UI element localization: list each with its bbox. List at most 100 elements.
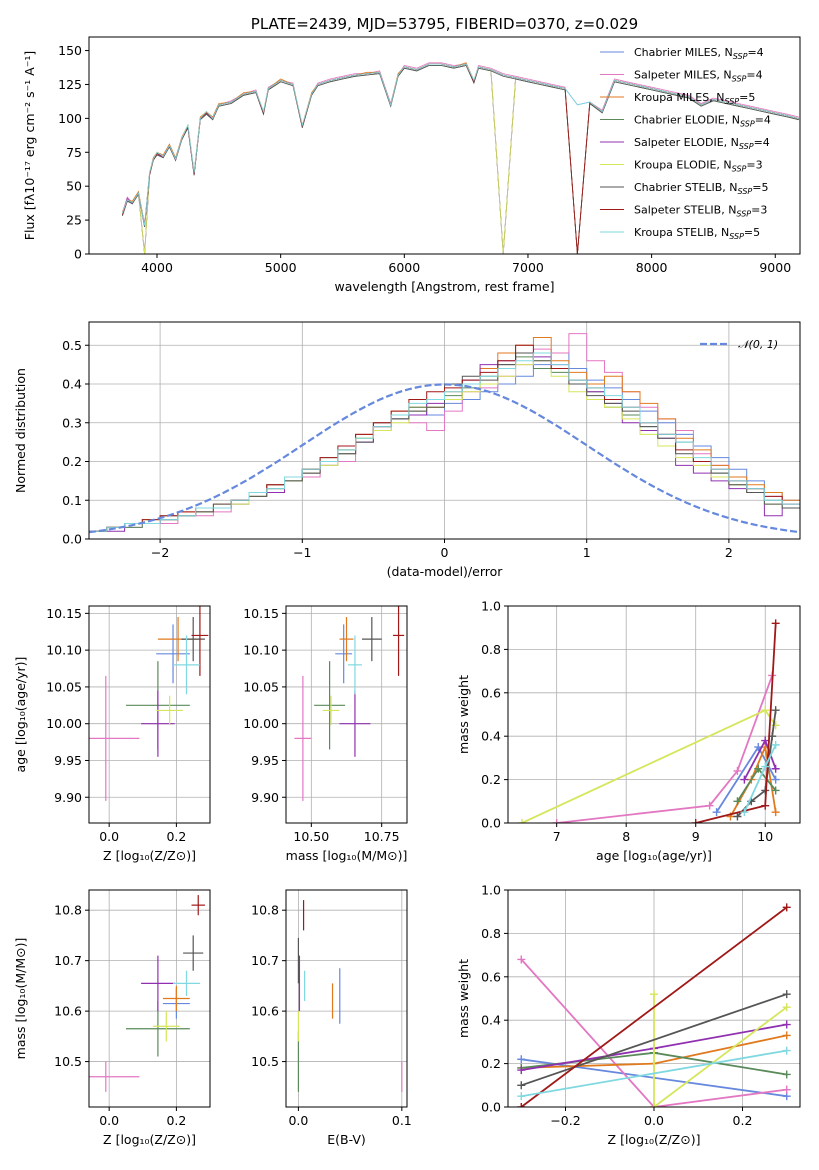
legend-label: Chabrier ELODIE, NSSP=4 (634, 114, 771, 129)
x-tick-label: −0.2 (550, 1113, 580, 1128)
x-tick-label: −2 (151, 545, 169, 560)
y-tick-label: 0.2 (481, 1056, 501, 1071)
plus-marker (782, 1070, 791, 1079)
x-tick-label: 2 (725, 545, 733, 560)
y-tick-label: 9.95 (251, 753, 279, 768)
y-tick-label: 10.6 (54, 1004, 82, 1019)
legend-count: =5 (739, 91, 755, 104)
y-tick-label: 0.5 (62, 338, 82, 353)
y-tick-label: 10.5 (54, 1054, 82, 1069)
panel-spectrum: 4000 5000 6000 7000 8000 9000 0 25 50 75 100 125 150… (22, 15, 801, 294)
y-tick-label: 0.4 (481, 1013, 501, 1028)
legend-text: Kroupa ELODIE, N (634, 159, 732, 172)
panel-weight-vs-age: 7 8 9 10 0.0 0.2 0.4 0.6 0.8 1.0 age [log₁₀(age/yr… (456, 599, 801, 863)
legend-label: Kroupa MILES, NSSP=5 (634, 91, 755, 106)
x-tick-label: 1 (583, 545, 591, 560)
x-tick-label: 0.0 (288, 1113, 308, 1128)
data-layer (294, 606, 405, 801)
y-tick-label: 10.05 (243, 679, 279, 694)
legend-label: Salpeter ELODIE, NSSP=4 (634, 136, 770, 151)
plus-marker (782, 1031, 791, 1040)
legend-count: =4 (754, 136, 770, 149)
legend-text: Salpeter ELODIE, N (634, 136, 739, 149)
data-layer (297, 900, 403, 1092)
series-line (520, 906, 788, 1107)
plus-marker (517, 819, 526, 823)
y-axis-label: age [log₁₀(age/yr)] (13, 657, 28, 773)
plus-marker (761, 706, 770, 715)
legend-subscript: SSP (740, 120, 755, 129)
plus-marker (782, 990, 791, 999)
x-tick-label: 5000 (265, 260, 297, 275)
y-tick-label: 1.0 (481, 883, 501, 898)
x-axis-label: age [log₁₀(age/yr)] (596, 848, 712, 863)
plus-marker (740, 808, 749, 817)
y-tick-label: 0.1 (62, 493, 82, 508)
plus-marker (761, 736, 770, 745)
y-tick-label: 0.2 (481, 772, 501, 787)
legend-text: Chabrier ELODIE, N (634, 114, 740, 127)
x-tick-label: 0.2 (166, 829, 186, 844)
x-tick-label: 0.0 (644, 1113, 664, 1128)
x-tick-label: 4000 (141, 260, 173, 275)
y-axis-label: mass [log₁₀(M/M⊙)] (13, 938, 28, 1060)
legend-count: =4 (755, 114, 771, 127)
y-tick-label: 0.8 (481, 642, 501, 657)
plus-marker (782, 1020, 791, 1029)
histogram-step (89, 344, 800, 539)
x-tick-label: 7 (553, 829, 561, 844)
y-tick-label: 10.5 (251, 1054, 279, 1069)
x-tick-label: 10.75 (364, 829, 400, 844)
legend-subscript: SSP (736, 210, 751, 219)
y-tick-label: 9.90 (251, 790, 279, 805)
plus-marker (517, 955, 526, 964)
legend-text: Salpeter MILES, N (634, 69, 732, 82)
y-tick-label: 9.90 (54, 790, 82, 805)
plus-marker (771, 706, 780, 715)
legend-subscript: SSP (739, 142, 754, 151)
y-tick-label: 0.8 (481, 926, 501, 941)
series-line (521, 709, 777, 823)
plus-marker (650, 990, 658, 999)
axes-frame (507, 605, 801, 824)
legend-subscript: SSP (729, 232, 744, 241)
legend-text: Chabrier MILES, N (634, 46, 733, 59)
y-tick-label: 0.4 (481, 729, 501, 744)
plus-marker (517, 1066, 526, 1075)
x-axis-label: wavelength [Angstrom, rest frame] (334, 279, 554, 294)
y-tick-label: 50 (66, 179, 82, 194)
histogram-step (89, 337, 800, 539)
plus-marker (650, 1103, 658, 1107)
legend-label: Salpeter STELIB, NSSP=3 (634, 204, 767, 219)
legend-subscript: SSP (732, 75, 747, 84)
series-line (556, 675, 774, 823)
y-tick-label: 0.0 (481, 1100, 501, 1115)
y-tick-label: 0.6 (481, 685, 501, 700)
y-tick-label: 100 (58, 111, 82, 126)
legend-subscript: SSP (733, 52, 748, 61)
legend-label: Chabrier MILES, NSSP=4 (634, 46, 764, 61)
x-tick-label: 0 (441, 545, 449, 560)
y-tick-label: 10.10 (46, 643, 82, 658)
y-tick-label: 10.6 (251, 1004, 279, 1019)
y-tick-label: 0.3 (62, 415, 82, 430)
y-tick-label: 0.2 (62, 454, 82, 469)
legend-label: Kroupa ELODIE, NSSP=3 (634, 159, 763, 174)
y-tick-label: 0.6 (481, 969, 501, 984)
legend-label: Chabrier STELIB, NSSP=5 (634, 181, 768, 196)
plus-marker (782, 1085, 791, 1094)
plus-marker (705, 801, 714, 810)
plus-marker (771, 808, 780, 817)
y-tick-label: 10.10 (243, 643, 279, 658)
plus-marker (517, 1092, 526, 1101)
plus-marker (712, 808, 721, 817)
plus-marker (761, 762, 770, 771)
data-layer (89, 895, 205, 1092)
plus-marker (771, 740, 780, 749)
axes-frame (285, 889, 408, 1108)
plus-marker (740, 775, 749, 784)
plus-marker (771, 786, 780, 795)
legend-label: 𝒩(0, 1) (738, 338, 778, 351)
y-tick-label: 75 (66, 145, 82, 160)
